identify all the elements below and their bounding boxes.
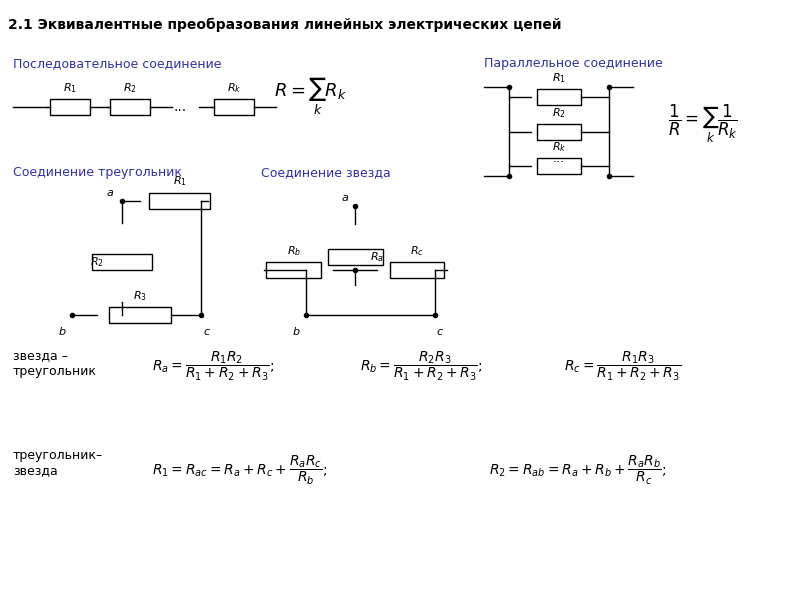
Text: a: a — [106, 188, 114, 198]
Bar — [149, 193, 210, 209]
Text: треугольник–
звезда: треугольник– звезда — [13, 449, 103, 476]
Bar — [110, 99, 150, 115]
Text: $R_2$: $R_2$ — [123, 81, 137, 95]
Text: $R = \sum_k R_k$: $R = \sum_k R_k$ — [274, 76, 347, 118]
Text: $R_2$: $R_2$ — [552, 106, 566, 119]
Bar — [537, 158, 581, 174]
Bar — [109, 307, 170, 323]
Text: $R_a = \dfrac{R_1 R_2}{R_1 + R_2 + R_3}$;: $R_a = \dfrac{R_1 R_2}{R_1 + R_2 + R_3}$… — [152, 350, 274, 383]
Text: $R_1$: $R_1$ — [173, 174, 186, 188]
Text: $R_b$: $R_b$ — [286, 245, 301, 259]
Text: ...: ... — [174, 100, 186, 114]
Bar — [537, 89, 581, 105]
Text: $R_1$: $R_1$ — [552, 71, 566, 85]
Text: $R_1 = R_{ac} = R_a + R_c + \dfrac{R_a R_c}{R_b}$;: $R_1 = R_{ac} = R_a + R_c + \dfrac{R_a R… — [152, 454, 327, 487]
Bar — [50, 99, 90, 115]
Text: $R_k$: $R_k$ — [227, 81, 242, 95]
Bar — [266, 262, 321, 278]
Bar — [390, 262, 444, 278]
Text: b: b — [58, 327, 66, 337]
Text: Соединение звезда: Соединение звезда — [261, 166, 390, 179]
Bar — [328, 250, 382, 265]
Text: $R_1$: $R_1$ — [63, 81, 78, 95]
Bar — [214, 99, 254, 115]
Text: звезда –
треугольник: звезда – треугольник — [13, 350, 97, 377]
Text: c: c — [437, 327, 442, 337]
Text: $R_3$: $R_3$ — [133, 289, 147, 303]
Text: Соединение треугольник: Соединение треугольник — [13, 166, 182, 179]
Text: $R_a$: $R_a$ — [370, 250, 384, 264]
Bar — [92, 254, 152, 270]
Bar — [537, 124, 581, 140]
Text: 2.1 Эквивалентные преобразования линейных электрических цепей: 2.1 Эквивалентные преобразования линейны… — [8, 17, 562, 32]
Text: ...: ... — [553, 152, 565, 165]
Text: $\dfrac{1}{R} = \sum_k \dfrac{1}{R_k}$: $\dfrac{1}{R} = \sum_k \dfrac{1}{R_k}$ — [668, 103, 738, 145]
Text: $R_c$: $R_c$ — [410, 245, 424, 259]
Text: Последовательное соединение: Последовательное соединение — [13, 57, 222, 70]
Text: a: a — [342, 193, 349, 203]
Text: $R_k$: $R_k$ — [552, 140, 566, 154]
Text: Параллельное соединение: Параллельное соединение — [485, 57, 663, 70]
Text: c: c — [203, 327, 210, 337]
Text: $R_2$: $R_2$ — [90, 256, 104, 269]
Text: $R_c = \dfrac{R_1 R_3}{R_1 + R_2 + R_3}$: $R_c = \dfrac{R_1 R_3}{R_1 + R_2 + R_3}$ — [564, 350, 681, 383]
Text: $R_2 = R_{ab} = R_a + R_b + \dfrac{R_a R_b}{R_c}$;: $R_2 = R_{ab} = R_a + R_b + \dfrac{R_a R… — [490, 454, 667, 487]
Text: b: b — [292, 327, 299, 337]
Text: $R_b = \dfrac{R_2 R_3}{R_1 + R_2 + R_3}$;: $R_b = \dfrac{R_2 R_3}{R_1 + R_2 + R_3}$… — [360, 350, 483, 383]
